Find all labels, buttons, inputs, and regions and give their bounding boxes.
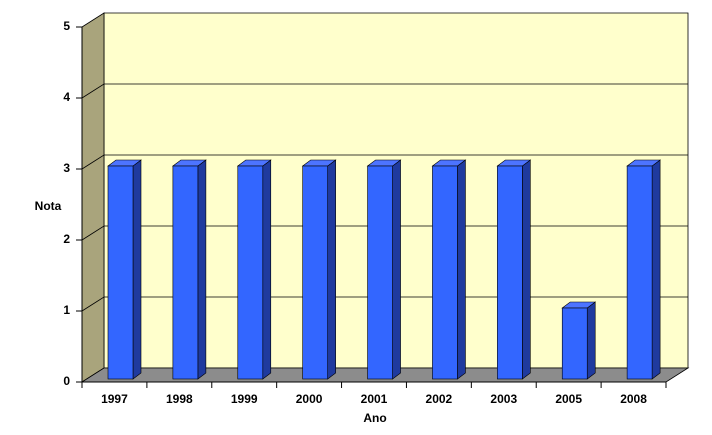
bar [496,159,532,380]
x-tick-label: 1999 [231,392,258,406]
side-wall [81,12,105,383]
bar [431,159,467,380]
bar-front [302,165,328,380]
x-tick-label: 2008 [620,392,647,406]
bar-front [497,165,523,380]
x-tick-label: 2000 [296,392,323,406]
bar [561,301,597,380]
x-tick-label: 2001 [361,392,388,406]
bar-side [132,159,142,380]
bar [107,159,142,380]
grid-line [81,296,688,312]
bar-side [327,159,336,380]
x-tick-label: 1997 [101,392,128,406]
grid-line [81,154,688,170]
grid-line [81,225,688,241]
bar-front [107,165,134,380]
bar-side [522,159,531,380]
bar-front [172,165,199,380]
bar [301,159,337,380]
bar [236,159,272,380]
bar-front [237,165,264,380]
bar-side [586,301,596,380]
y-tick-label: 5 [63,19,70,33]
y-tick-label: 4 [63,90,70,104]
bar [171,159,207,380]
grid-line [81,83,688,99]
bar-front [561,307,588,380]
y-tick-label: 3 [63,161,70,175]
bar-side [651,159,661,380]
bar-front [432,165,458,380]
bar-side [197,159,207,380]
y-tick-label: 1 [63,303,70,317]
x-axis-label: Ano [363,411,386,425]
y-tick-label: 2 [63,232,70,246]
bar [366,159,402,380]
y-tick-label: 0 [63,374,70,388]
y-axis-label: Nota [35,199,62,213]
bar-side [262,159,272,380]
bar [626,159,662,380]
x-tick-label: 2002 [426,392,453,406]
bar-side [457,159,466,380]
bar-front [626,165,653,380]
bar-front [367,165,393,380]
x-tick-label: 2003 [490,392,517,406]
x-tick-label: 2005 [555,392,582,406]
bar-side [392,159,401,380]
x-tick-label: 1998 [166,392,193,406]
